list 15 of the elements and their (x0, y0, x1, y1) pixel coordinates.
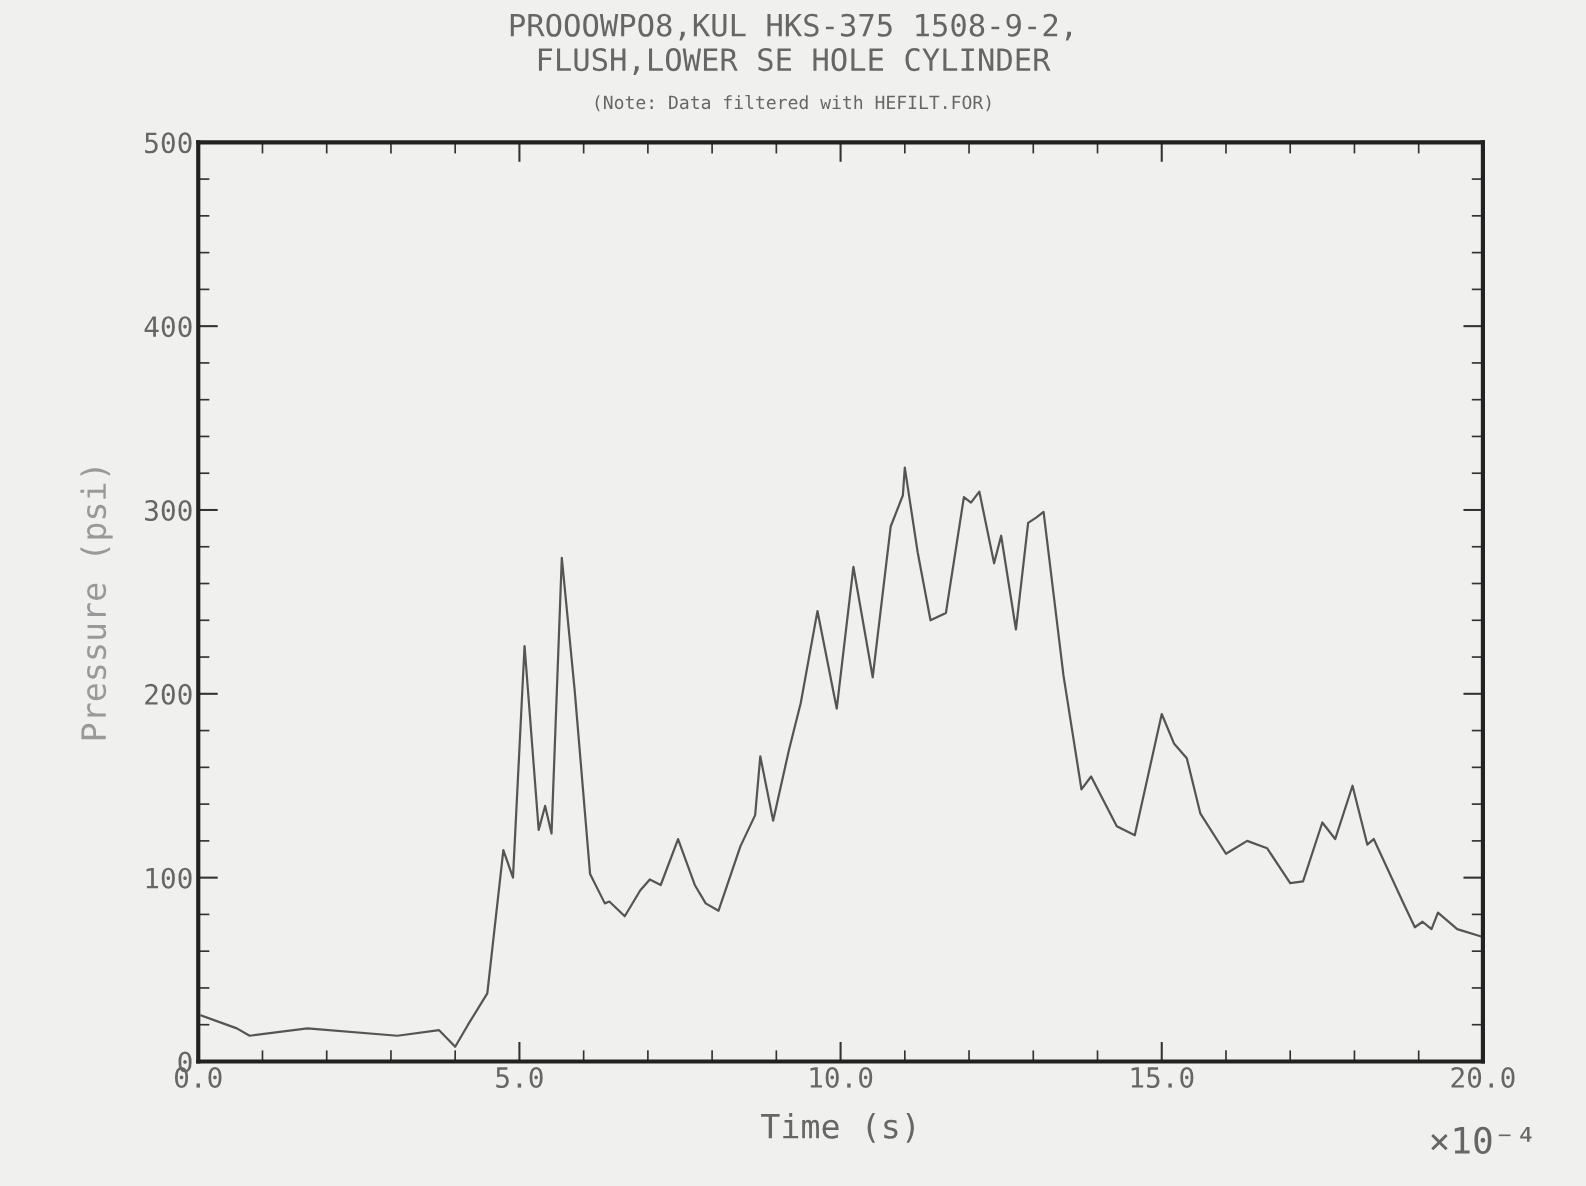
x-tick-label: 10.0 (810, 1066, 873, 1088)
y-tick-label: 200 (145, 683, 192, 705)
x-tick-label: 15.0 (1131, 1066, 1194, 1088)
y-tick-label: 100 (146, 867, 192, 889)
chart-title: PROOOWPO8,KUL HKS-375 1508-9-2, FLUSH,LOWER SE HOLE CYLINDER (510, 13, 1071, 76)
x-tick-label: 20.0 (1451, 1066, 1515, 1088)
y-axis-title: Pressure (psi) (80, 468, 113, 740)
text: ×10⁻⁴ (1431, 1126, 1532, 1154)
x-axis-title: Time (s) (761, 1112, 914, 1143)
y-tick-label: 300 (145, 499, 192, 521)
y-tick-label: 400 (144, 316, 192, 338)
x-tick-label: 5.0 (496, 1066, 543, 1088)
y-tick-label: 500 (145, 132, 192, 154)
chart-subtitle: (Note: Data filtered with HEFILT.FOR) (595, 95, 991, 112)
line-series (200, 466, 1483, 1048)
